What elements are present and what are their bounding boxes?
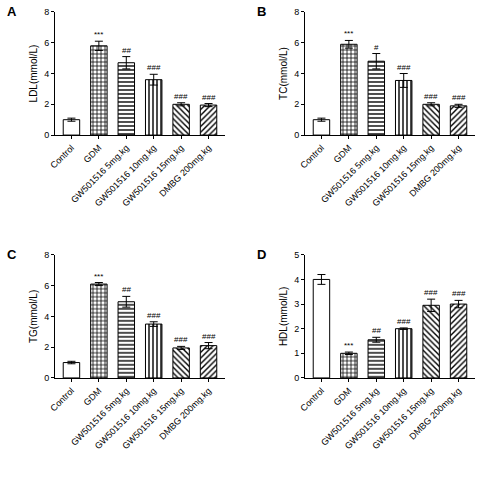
svg-text:B: B [257,4,266,19]
svg-text:***: *** [94,272,103,281]
svg-text:GW501516 15mg.kg: GW501516 15mg.kg [120,386,185,451]
svg-text:GDM: GDM [332,386,354,408]
svg-text:1: 1 [294,348,299,358]
svg-text:***: *** [344,341,353,350]
svg-text:#: # [374,43,379,52]
svg-text:6: 6 [294,38,299,48]
svg-text:GDM: GDM [82,386,104,408]
svg-text:A: A [7,4,17,19]
svg-text:GW501516 15mg.kg: GW501516 15mg.kg [370,386,435,451]
svg-text:###: ### [397,63,411,72]
svg-text:GW501516 5mg.kg: GW501516 5mg.kg [319,143,381,205]
svg-text:D: D [257,247,266,262]
svg-text:DMBG 200mg.kg: DMBG 200mg.kg [157,143,213,199]
svg-text:2: 2 [294,324,299,334]
svg-text:GW501516 15mg.kg: GW501516 15mg.kg [370,143,435,208]
svg-text:Control: Control [298,386,326,414]
svg-text:###: ### [147,63,161,72]
svg-text:***: *** [94,30,103,39]
svg-text:GW501516 5mg.kg: GW501516 5mg.kg [69,143,131,205]
svg-text:##: ## [372,326,381,335]
svg-text:###: ### [174,335,188,344]
svg-text:###: ### [424,288,438,297]
svg-text:4: 4 [44,69,49,79]
svg-text:8: 8 [44,7,49,17]
svg-text:DMBG 200mg.kg: DMBG 200mg.kg [157,386,213,442]
svg-text:GW501516 10mg.kg: GW501516 10mg.kg [93,386,158,451]
svg-text:GW501516 5mg.kg: GW501516 5mg.kg [69,386,131,448]
svg-text:4: 4 [44,312,49,322]
svg-text:4: 4 [294,275,299,285]
svg-text:TC(mmol/L): TC(mmol/L) [278,47,289,100]
svg-text:GW501516 5mg.kg: GW501516 5mg.kg [319,386,381,448]
svg-text:Control: Control [298,143,326,171]
svg-text:LDL(mmol/L): LDL(mmol/L) [28,45,39,103]
svg-text:GW501516 15mg.kg: GW501516 15mg.kg [120,143,185,208]
svg-text:2: 2 [44,342,49,352]
svg-text:Control: Control [48,143,76,171]
svg-text:GDM: GDM [82,143,104,165]
svg-text:###: ### [147,311,161,320]
svg-text:GW501516 10mg.kg: GW501516 10mg.kg [93,143,158,208]
svg-text:2: 2 [44,99,49,109]
svg-text:5: 5 [294,250,299,260]
svg-text:###: ### [424,92,438,101]
svg-text:6: 6 [44,38,49,48]
svg-text:##: ## [122,46,131,55]
svg-text:8: 8 [294,7,299,17]
svg-text:C: C [7,247,17,262]
svg-text:###: ### [452,93,466,102]
svg-text:##: ## [122,285,131,294]
svg-text:GW501516 10mg.kg: GW501516 10mg.kg [343,143,408,208]
svg-text:###: ### [202,93,216,102]
svg-text:2: 2 [294,99,299,109]
svg-text:4: 4 [294,69,299,79]
svg-text:3: 3 [294,299,299,309]
svg-text:###: ### [397,317,411,326]
svg-text:Control: Control [48,386,76,414]
svg-text:0: 0 [44,130,49,140]
svg-text:###: ### [202,332,216,341]
svg-text:DMBG 200mg.kg: DMBG 200mg.kg [407,143,463,199]
svg-text:GW501516 10mg.kg: GW501516 10mg.kg [343,386,408,451]
svg-text:6: 6 [44,281,49,291]
svg-text:###: ### [174,92,188,101]
svg-text:0: 0 [294,130,299,140]
svg-text:HDL(mmol/L): HDL(mmol/L) [278,287,289,346]
svg-text:GDM: GDM [332,143,354,165]
svg-text:0: 0 [44,373,49,383]
svg-text:TG(mmol/L): TG(mmol/L) [28,290,39,343]
svg-text:###: ### [452,289,466,298]
svg-text:***: *** [344,29,353,38]
svg-text:DMBG 200mg.kg: DMBG 200mg.kg [407,386,463,442]
svg-text:8: 8 [44,250,49,260]
svg-text:0: 0 [294,373,299,383]
